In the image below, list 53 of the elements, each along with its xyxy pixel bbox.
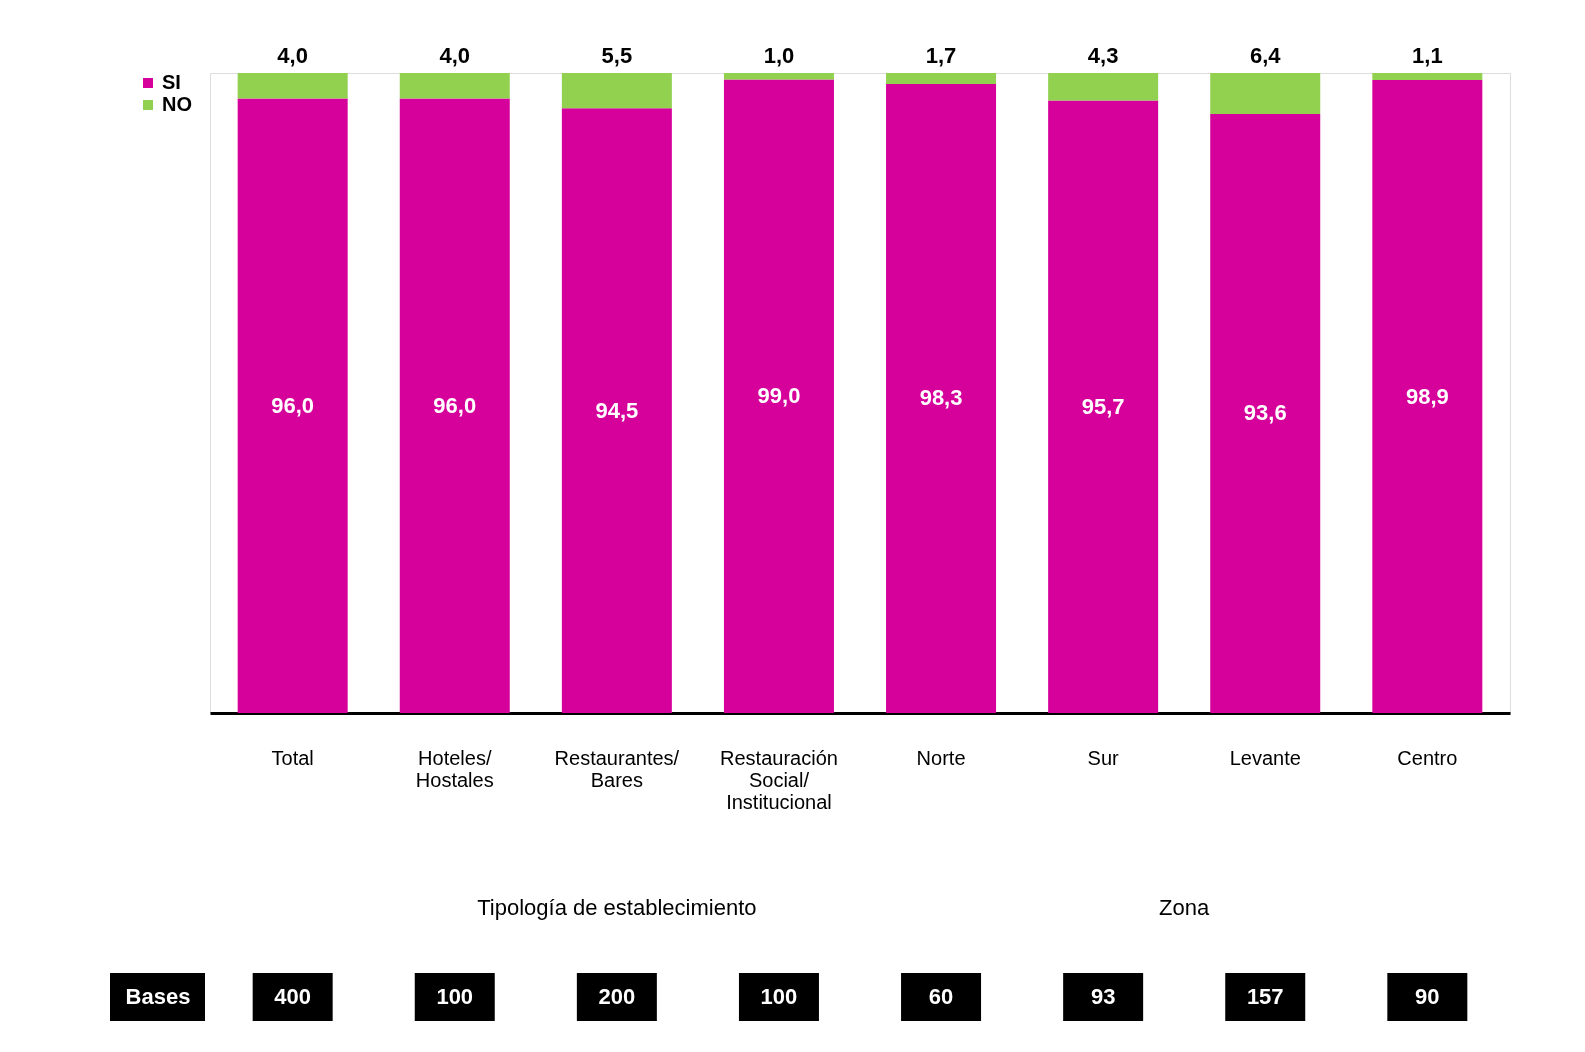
text: Tipología de establecimiento: [477, 895, 757, 920]
x-tick-label: Restaurantes/ Bares: [554, 746, 680, 791]
bar: [1210, 113, 1321, 713]
x-tick-label: Hoteles/ Hostales: [415, 746, 494, 791]
data-label: 1,0: [763, 43, 795, 68]
bar: [723, 79, 834, 713]
text: 157: [1246, 984, 1284, 1009]
bar: [399, 98, 510, 713]
bar: [1372, 73, 1483, 81]
data-label: 4,0: [277, 43, 308, 68]
bar: [399, 73, 510, 99]
data-label: 96,0: [271, 392, 315, 418]
data-label: 93,6: [1243, 400, 1287, 426]
x-tick-label: Levante: [1229, 746, 1301, 769]
bar: [237, 98, 348, 713]
data-label: 98,9: [1405, 383, 1449, 409]
x-tick-label: Sur: [1087, 746, 1120, 769]
data-label: 1,7: [925, 43, 957, 68]
bar: [1210, 73, 1321, 114]
text: Zona: [1159, 895, 1211, 920]
bar: [237, 73, 348, 99]
data-label: 99,0: [757, 383, 801, 409]
data-label: 94,5: [595, 397, 639, 423]
text: 100: [436, 984, 474, 1009]
text: 60: [928, 984, 954, 1009]
data-label: 1,1: [1412, 43, 1443, 68]
bar: [723, 73, 834, 80]
text: 90: [1415, 984, 1440, 1009]
bar: [561, 108, 672, 713]
legend-label: SI: [162, 71, 181, 93]
text: 100: [760, 984, 798, 1009]
data-label: 6,4: [1249, 43, 1282, 68]
bar: [886, 83, 997, 713]
text: 200: [598, 984, 636, 1009]
x-tick-label: Restauración Social/ Institucional: [720, 746, 838, 813]
x-tick-label: Centro: [1397, 746, 1458, 769]
data-label: 95,7: [1081, 393, 1125, 419]
x-tick-label: Total: [271, 746, 314, 769]
bar: [1048, 73, 1159, 101]
data-label: 4,3: [1087, 43, 1119, 68]
data-label: 4,0: [439, 43, 471, 68]
data-label: 5,5: [601, 43, 633, 68]
bar: [1048, 100, 1159, 713]
legend-label: NO: [162, 93, 192, 115]
bar: [1372, 80, 1483, 713]
x-tick-label: Norte: [916, 746, 966, 769]
bar: [561, 73, 672, 109]
text: Bases: [125, 984, 191, 1009]
data-label: 96,0: [433, 392, 477, 418]
bar: [886, 73, 997, 84]
text: 93: [1090, 984, 1116, 1009]
data-label: 98,3: [919, 385, 963, 411]
text: 400: [274, 984, 312, 1009]
